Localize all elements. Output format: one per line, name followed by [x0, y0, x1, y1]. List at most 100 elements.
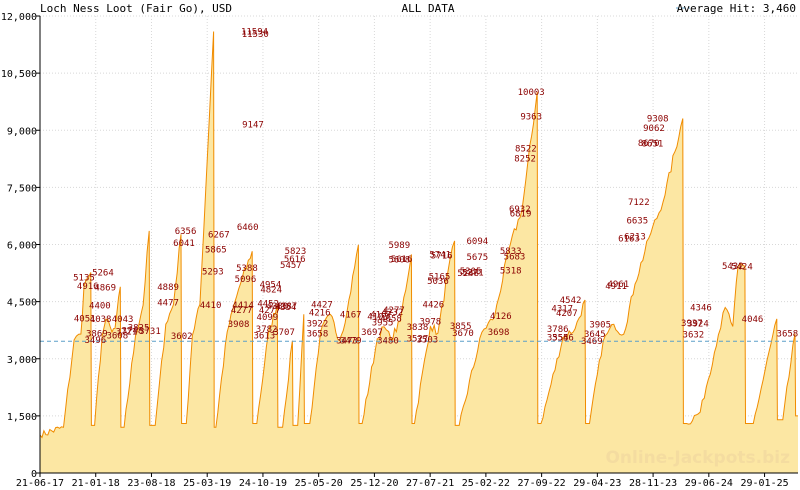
point-label: 3496	[84, 336, 106, 346]
point-label: 8670	[638, 139, 660, 149]
point-label: 3554	[547, 334, 569, 344]
point-label: 6213	[624, 232, 646, 242]
point-label: 5675	[467, 253, 489, 263]
area-fill	[40, 31, 798, 473]
y-tick-label: 0	[31, 469, 37, 480]
point-label: 4452	[257, 299, 279, 309]
point-label: 4043	[112, 315, 134, 325]
point-label: 3908	[228, 320, 250, 330]
point-label: 3955	[372, 318, 394, 328]
chart-title: Loch Ness Loot (Fair Go), USD	[40, 2, 232, 15]
point-label: 4387	[276, 302, 298, 312]
point-label: 5608	[388, 255, 410, 265]
point-label: 5271	[462, 268, 484, 278]
y-tick-label: 4,500	[7, 298, 37, 309]
point-label: 4207	[556, 309, 578, 319]
point-label: 3480	[377, 336, 399, 346]
point-label: 3937	[681, 319, 703, 329]
x-tick-label: 29-06-24	[685, 478, 733, 489]
y-tick-label: 12,000	[1, 12, 37, 23]
point-label: 3786	[547, 325, 569, 335]
point-label: 3869	[86, 329, 108, 339]
point-label: 3697	[361, 328, 383, 338]
point-label: 4216	[309, 308, 331, 318]
y-tick-label: 10,500	[1, 69, 37, 80]
point-label: 10003	[518, 88, 545, 98]
point-label: 6932	[509, 205, 531, 215]
point-label: 5248	[457, 269, 479, 279]
point-label: 6635	[626, 216, 648, 226]
x-tick-label: 21-06-17	[16, 478, 64, 489]
y-tick-label: 7,500	[7, 183, 37, 194]
point-label: 11530	[242, 30, 269, 40]
point-label: 5865	[205, 246, 227, 256]
y-tick-label: 9,000	[7, 126, 37, 137]
point-label: 4954	[260, 280, 282, 290]
point-label: 6163	[618, 234, 640, 244]
point-label: 5264	[92, 269, 114, 279]
point-label: 5432	[722, 262, 744, 272]
point-label: 4058	[380, 314, 402, 324]
point-label: 3527	[407, 335, 429, 345]
point-label: 5989	[388, 241, 410, 251]
point-label: 6267	[208, 230, 230, 240]
point-label: 5616	[391, 255, 413, 265]
point-label: 4046	[742, 315, 764, 325]
point-label: 3613	[254, 331, 276, 341]
point-label: 4426	[423, 300, 445, 310]
point-label: 5833	[500, 247, 522, 257]
point-label: 3473	[336, 337, 358, 347]
y-tick-label: 3,000	[7, 355, 37, 366]
point-label: 3731	[139, 327, 161, 337]
point-label: 8522	[515, 144, 537, 154]
point-label: 8651	[642, 140, 664, 150]
point-label: 3698	[488, 328, 510, 338]
x-tick-label: 25-05-20	[295, 478, 343, 489]
point-label: 3978	[420, 318, 442, 328]
x-tick-label: 25-02-22	[462, 478, 510, 489]
point-label: 4167	[370, 310, 392, 320]
point-label: 11594	[241, 27, 268, 37]
watermark: Online-Jackpots.biz	[605, 448, 790, 468]
series-line	[39, 31, 798, 439]
point-label: 4346	[690, 303, 712, 313]
point-label: 4410	[200, 301, 222, 311]
point-label: 4167	[340, 310, 362, 320]
point-label: 4277	[383, 306, 405, 316]
point-label: 3855	[450, 322, 472, 332]
chart-range-label: ALL DATA	[402, 2, 455, 15]
point-label: 3503	[416, 336, 438, 346]
point-label: 4103	[367, 313, 389, 323]
point-label: 4542	[560, 296, 582, 306]
x-tick-label: 29-01-25	[740, 478, 788, 489]
point-label: 5388	[236, 264, 258, 274]
point-label: 5096	[235, 275, 257, 285]
point-label: 4414	[232, 301, 254, 311]
point-label: 5683	[504, 253, 526, 263]
point-label: 3658	[307, 330, 329, 340]
y-tick-label: 1,500	[7, 412, 37, 423]
point-label: 4354	[275, 303, 297, 313]
point-label: 4051	[74, 315, 96, 325]
point-label: 4824	[260, 285, 282, 295]
point-label: 5165	[429, 272, 451, 282]
point-label: 4277	[231, 306, 253, 316]
point-label: 6460	[237, 223, 259, 233]
point-label: 9363	[520, 112, 542, 122]
series-area	[39, 31, 798, 473]
x-tick-label: 29-04-23	[573, 478, 621, 489]
point-label: 4427	[311, 300, 333, 310]
point-label: 5457	[280, 261, 302, 271]
point-label: 3838	[407, 323, 429, 333]
point-label: 3905	[589, 320, 611, 330]
point-label: 8252	[514, 155, 536, 165]
point-label: 6041	[173, 239, 195, 249]
x-tick-label: 27-09-22	[518, 478, 566, 489]
point-label: 4317	[551, 305, 573, 315]
point-label: 5135	[73, 273, 95, 283]
x-tick-label: 23-08-18	[127, 478, 175, 489]
point-label: 4400	[89, 301, 111, 311]
